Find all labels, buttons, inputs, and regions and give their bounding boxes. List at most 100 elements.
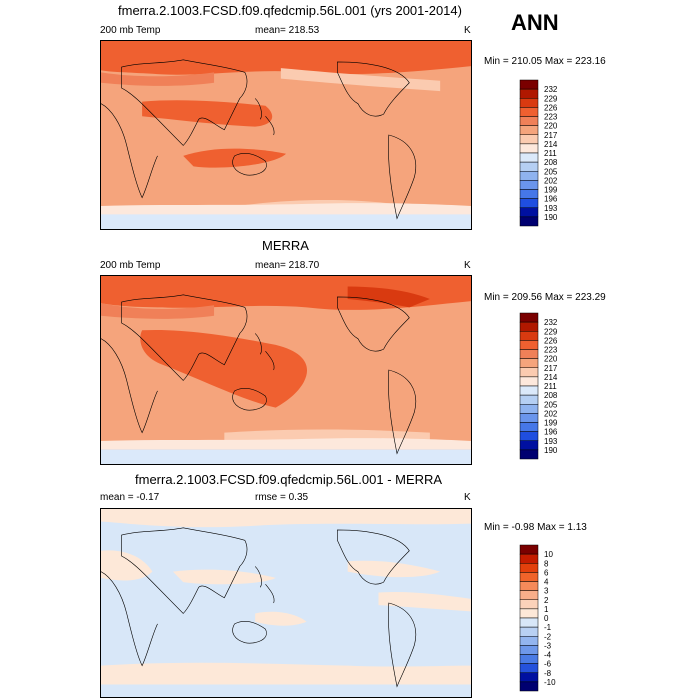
panel2-colorbar-tick-label: 223	[544, 346, 558, 355]
panel2-colorbar-swatch	[519, 449, 539, 460]
panel3-colorbar-swatch	[519, 544, 539, 555]
panel2-mean-label: mean= 218.70	[255, 260, 320, 271]
panel1-colorbar: 232 229 226 223 220 217 214 211 208 205 202 199 196 1…	[519, 79, 580, 227]
panel3-colorbar-swatch	[519, 645, 539, 655]
panel3-colorbar-tick-label: -1	[544, 623, 552, 632]
panel3-colorbar-tick-label: 8	[544, 559, 549, 568]
panel3-colorbar-swatch	[519, 599, 539, 610]
panel1-colorbar-tick-label: 193	[544, 204, 558, 213]
panel2-colorbar-tick-label: 214	[544, 373, 558, 382]
panel1-colorbar-swatch	[519, 198, 539, 208]
panel2-map	[100, 275, 472, 465]
panel3-colorbar-tick-label: 4	[544, 578, 549, 587]
panel1-colorbar-tick-label: 199	[544, 186, 558, 195]
panel3-colorbar-tick-label: 3	[544, 587, 549, 596]
panel3-title: fmerra.2.1003.FCSD.f09.qfedcmip.56L.001 …	[135, 472, 443, 487]
panel1-colorbar-tick-label: 208	[544, 158, 558, 167]
panel1-colorbar-tick-label: 220	[544, 122, 558, 131]
panel2-colorbar-tick-label: 226	[544, 336, 558, 345]
panel3-colorbar-tick-label: -8	[544, 669, 552, 678]
panel2-colorbar-tick-label: 229	[544, 327, 558, 336]
season-label: ANN	[511, 10, 559, 35]
panel2-colorbar-swatch	[519, 340, 539, 350]
panel2-colorbar-tick-label: 208	[544, 391, 558, 400]
panel2-colorbar-tick-label: 205	[544, 400, 558, 409]
panel1-mean-label: mean= 218.53	[255, 25, 320, 36]
panel3-mean-label: mean = -0.17	[100, 492, 160, 503]
panel2-colorbar-tick-label: 217	[544, 364, 558, 373]
panel1-colorbar-swatch	[519, 79, 539, 90]
panel2-colorbar-tick-label: 220	[544, 355, 558, 364]
panel2-map-svg	[101, 276, 471, 464]
panel3-colorbar-swatch	[519, 590, 539, 600]
panel3-colorbar-swatch	[519, 572, 539, 582]
panel1-colorbar-swatch	[519, 216, 539, 227]
panel1-colorbar-swatch	[519, 98, 539, 108]
panel3-colorbar-swatch	[519, 672, 539, 683]
panel2-colorbar-swatch	[519, 385, 539, 396]
panel2-colorbar-swatch	[519, 440, 539, 451]
panel3-colorbar-swatch	[519, 636, 539, 646]
panel1-map	[100, 40, 472, 230]
panel1-left-label: 200 mb Temp	[100, 25, 161, 36]
panel1-unit-label: K	[464, 25, 471, 36]
panel3-colorbar-swatch	[519, 553, 539, 564]
panel2-colorbar: 232 229 226 223 220 217 214 211 208 205 202 199 196 1…	[519, 312, 580, 460]
panel3-colorbar-swatch	[519, 617, 539, 628]
panel2-colorbar-swatch	[519, 312, 539, 323]
panel1-colorbar-tick-label: 223	[544, 113, 558, 122]
panel2-colorbar-swatch	[519, 431, 539, 441]
panel3-minmax: Min = -0.98 Max = 1.13	[484, 522, 587, 533]
panel3-colorbar-swatch	[519, 581, 539, 591]
panel1-colorbar-swatch	[519, 143, 539, 154]
panel3-colorbar-swatch	[519, 681, 539, 692]
panel1-colorbar-tick-label: 202	[544, 176, 558, 185]
panel2-colorbar-swatch	[519, 376, 539, 387]
panel2-colorbar-tick-label: 232	[544, 318, 558, 327]
panel2-colorbar-tick-label: 193	[544, 437, 558, 446]
panel2-title: MERRA	[262, 238, 309, 253]
panel1-colorbar-swatch	[519, 171, 539, 181]
panel2-colorbar-tick-label: 211	[544, 382, 557, 391]
panel1-colorbar-tick-label: 232	[544, 85, 558, 94]
panel2-colorbar-svg: 2322292262232202172142112082052021991961…	[519, 312, 558, 460]
panel2-left-label: 200 mb Temp	[100, 260, 161, 271]
panel1-colorbar-swatch	[519, 161, 539, 172]
panel1-colorbar-swatch	[519, 134, 539, 145]
panel3-colorbar-tick-label: -10	[544, 678, 556, 687]
panel2-colorbar-swatch	[519, 404, 539, 414]
panel2-colorbar-swatch	[519, 394, 539, 405]
panel1-colorbar-tick-label: 205	[544, 167, 558, 176]
panel3-map	[100, 508, 472, 698]
panel2-colorbar-swatch	[519, 358, 539, 368]
panel2-unit-label: K	[464, 260, 471, 271]
panel1-colorbar-swatch	[519, 125, 539, 135]
panel1-colorbar-tick-label: 190	[544, 213, 558, 222]
panel1-colorbar-tick-label: 211	[544, 149, 557, 158]
panel3-colorbar-swatch	[519, 608, 539, 619]
panel1-colorbar-swatch	[519, 180, 539, 190]
panel2-colorbar-tick-label: 190	[544, 446, 558, 455]
panel2-colorbar-swatch	[519, 331, 539, 341]
panel3-unit-label: K	[464, 492, 471, 503]
panel3-colorbar-tick-label: 6	[544, 568, 549, 577]
panel1-minmax: Min = 210.05 Max = 223.16	[484, 56, 606, 67]
panel3-colorbar-tick-label: 0	[544, 614, 549, 623]
panel2-colorbar-swatch	[519, 367, 539, 378]
panel2-colorbar-tick-label: 196	[544, 428, 558, 437]
panel2-minmax: Min = 209.56 Max = 223.29	[484, 292, 606, 303]
panel3-rmse-label: rmse = 0.35	[255, 492, 309, 503]
panel3-colorbar-tick-label: -6	[544, 660, 552, 669]
panel1-colorbar-swatch	[519, 189, 539, 199]
panel2-colorbar-swatch	[519, 321, 539, 332]
panel2-colorbar-swatch	[519, 349, 539, 359]
panel3-colorbar-swatch	[519, 663, 539, 673]
panel2-colorbar-swatch	[519, 413, 539, 423]
panel1-colorbar-swatch	[519, 116, 539, 126]
panel1-colorbar-swatch	[519, 152, 539, 163]
panel1-colorbar-tick-label: 214	[544, 140, 558, 149]
panel1-map-svg	[101, 41, 471, 229]
panel1-colorbar-swatch	[519, 88, 539, 99]
panel3-colorbar-tick-label: -4	[544, 651, 552, 660]
